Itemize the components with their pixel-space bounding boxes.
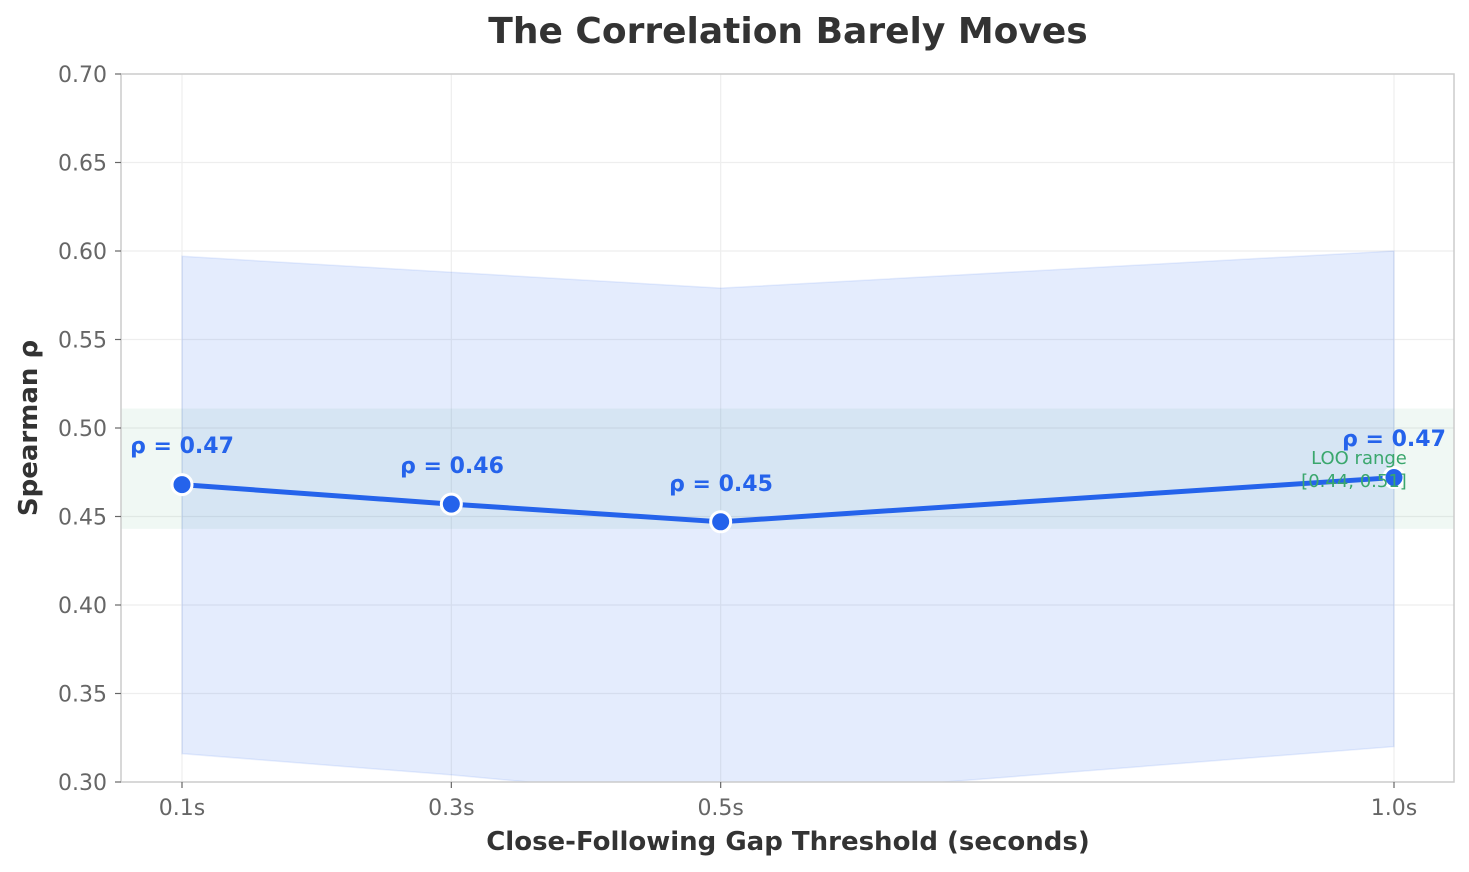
y-tick-label: 0.35	[58, 683, 107, 708]
x-tick-label: 0.3s	[428, 796, 474, 821]
rho-value-labels: ρ = 0.47 ρ = 0.46 ρ = 0.45 ρ = 0.47	[130, 427, 1446, 497]
loo-range-band	[121, 408, 1454, 529]
rho-series-line	[181, 475, 1395, 525]
rho-value-label: ρ = 0.46	[400, 454, 504, 479]
data-point-marker	[170, 473, 194, 497]
loo-range-annotation: LOO range[0.44, 0.51]	[1301, 448, 1407, 492]
x-tick-label: 0.5s	[697, 796, 743, 821]
rho-value-label: ρ = 0.47	[130, 434, 234, 459]
y-tick-label: 0.70	[58, 63, 107, 88]
data-point-marker	[439, 492, 463, 516]
rho-value-label: ρ = 0.47	[1342, 427, 1446, 452]
loo-range-values: [0.44, 0.51]	[1301, 471, 1407, 492]
y-tick-label: 0.60	[58, 240, 107, 265]
data-point-marker	[709, 510, 733, 534]
x-axis-label: Close-Following Gap Threshold (seconds)	[486, 827, 1090, 857]
data-point-marker	[1382, 466, 1406, 490]
y-tick-label: 0.55	[58, 329, 107, 354]
rho-line	[181, 475, 1395, 525]
confidence-interval-band	[181, 250, 1395, 782]
x-axis: 0.1s 0.3s 0.5s 1.0s	[159, 782, 1417, 821]
chart-title: The Correlation Barely Moves	[488, 11, 1087, 52]
y-tick-label: 0.40	[58, 594, 107, 619]
y-tick-label: 0.50	[58, 417, 107, 442]
y-axis: 0.30 0.35 0.40 0.45 0.50 0.55 0.60 0.65 0.70	[58, 63, 121, 796]
y-axis-label: Spearman ρ	[14, 340, 44, 516]
loo-range-label: LOO range	[1311, 448, 1407, 469]
loo-band-rect	[121, 408, 1454, 529]
y-tick-label: 0.45	[58, 506, 107, 531]
ci-band-polygon	[181, 250, 1395, 782]
rho-value-label: ρ = 0.45	[669, 472, 773, 497]
x-tick-label: 1.0s	[1371, 796, 1417, 821]
rho-series-points	[170, 466, 1406, 534]
y-tick-label: 0.65	[58, 152, 107, 177]
x-tick-label: 0.1s	[159, 796, 205, 821]
y-tick-label: 0.30	[58, 771, 107, 796]
